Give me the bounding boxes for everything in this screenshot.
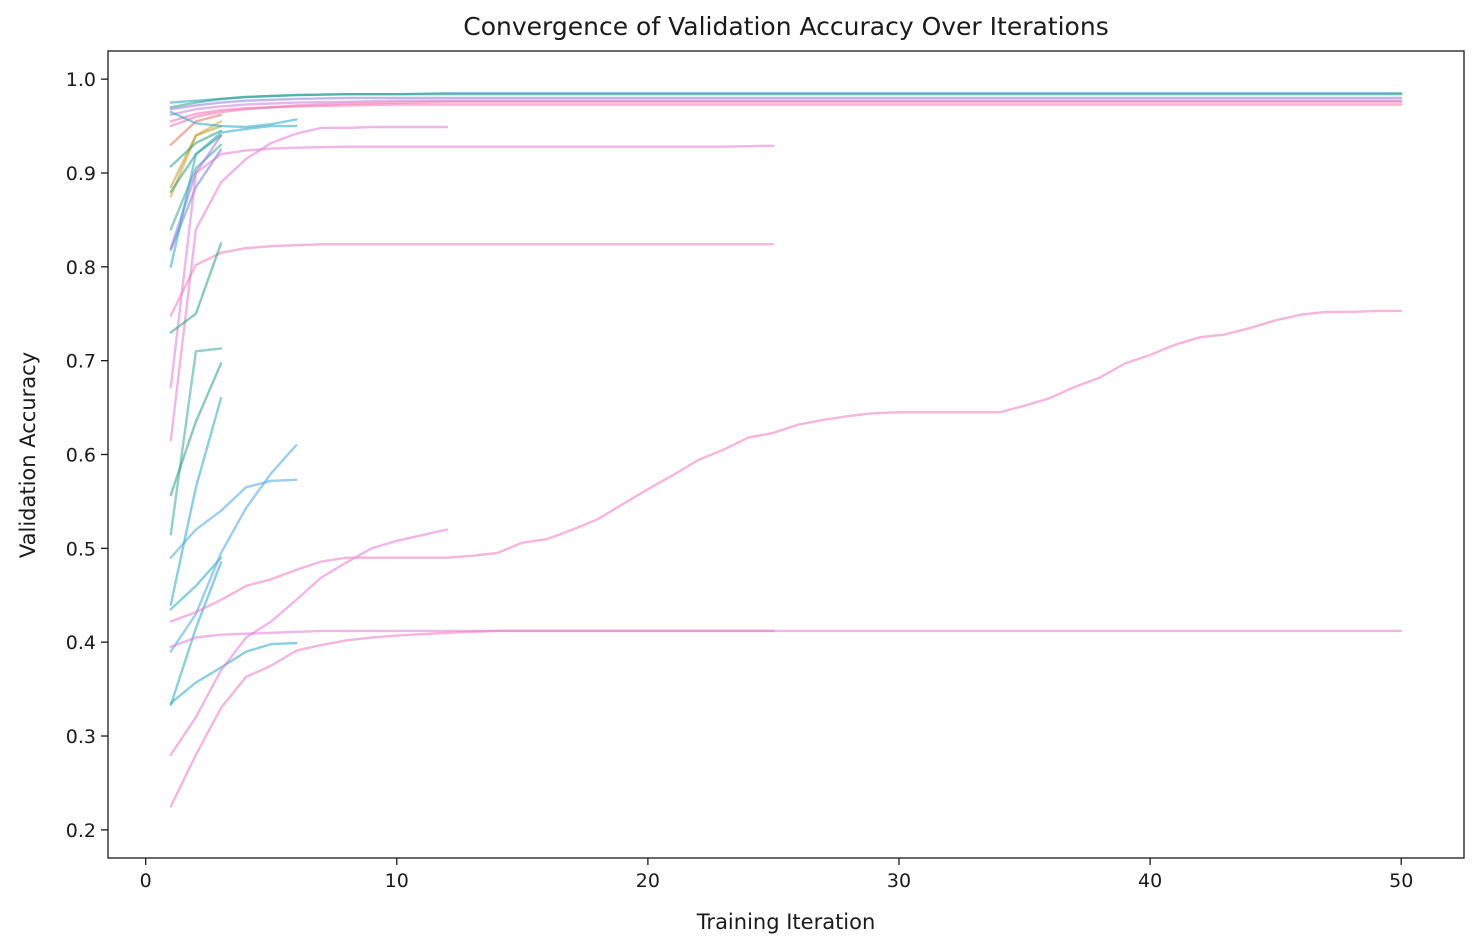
y-tick-label: 0.6 <box>66 445 96 467</box>
series-line-12 <box>169 143 223 231</box>
series-line-28 <box>169 561 223 707</box>
x-tick-label: 0 <box>140 870 152 892</box>
series-layer <box>169 91 1403 808</box>
y-tick-label: 0.4 <box>66 632 96 654</box>
series-line-18 <box>169 144 775 389</box>
series-line-25 <box>169 478 298 559</box>
y-axis-ticks: 0.2 0.3 0.4 0.5 0.6 0.7 0.8 0.9 1.0 <box>66 69 108 842</box>
series-line-22 <box>169 362 223 496</box>
x-tick-label: 20 <box>636 870 660 892</box>
x-tick-label: 10 <box>385 870 409 892</box>
series-line-24 <box>169 556 223 611</box>
y-tick-label: 0.9 <box>66 163 96 185</box>
series-line-16 <box>169 124 298 268</box>
series-line-27 <box>169 641 298 705</box>
series-line-31 <box>169 629 1403 649</box>
series-line-15 <box>169 110 298 129</box>
series-line-20 <box>169 242 223 334</box>
series-line-30 <box>169 309 1403 623</box>
x-tick-label: 40 <box>1138 870 1162 892</box>
x-tick-label: 50 <box>1389 870 1413 892</box>
series-line-23 <box>169 397 223 606</box>
series-line-26 <box>169 443 298 653</box>
chart-title: Convergence of Validation Accuracy Over … <box>463 12 1108 41</box>
y-tick-label: 0.2 <box>66 820 96 842</box>
x-tick-label: 30 <box>887 870 911 892</box>
series-line-19 <box>169 243 775 317</box>
plot-area-frame <box>107 50 1465 859</box>
series-line-5 <box>169 103 1403 123</box>
y-tick-label: 0.3 <box>66 726 96 748</box>
y-axis-label: Validation Accuracy <box>16 352 40 558</box>
x-axis-label: Training Iteration <box>696 910 876 934</box>
y-tick-label: 0.8 <box>66 257 96 279</box>
y-tick-label: 0.5 <box>66 538 96 560</box>
series-line-2 <box>169 92 1403 109</box>
series-line-3 <box>169 96 1403 111</box>
series-line-6 <box>169 100 1403 128</box>
series-line-29 <box>169 528 449 756</box>
series-line-9 <box>169 124 223 189</box>
series-line-10 <box>169 129 223 168</box>
x-axis-ticks: 0 10 20 30 40 50 <box>140 858 1413 892</box>
series-line-32 <box>169 629 775 808</box>
y-tick-label: 0.7 <box>66 351 96 373</box>
series-line-17 <box>169 125 449 442</box>
y-tick-label: 1.0 <box>66 69 96 91</box>
series-line-7 <box>169 113 223 147</box>
